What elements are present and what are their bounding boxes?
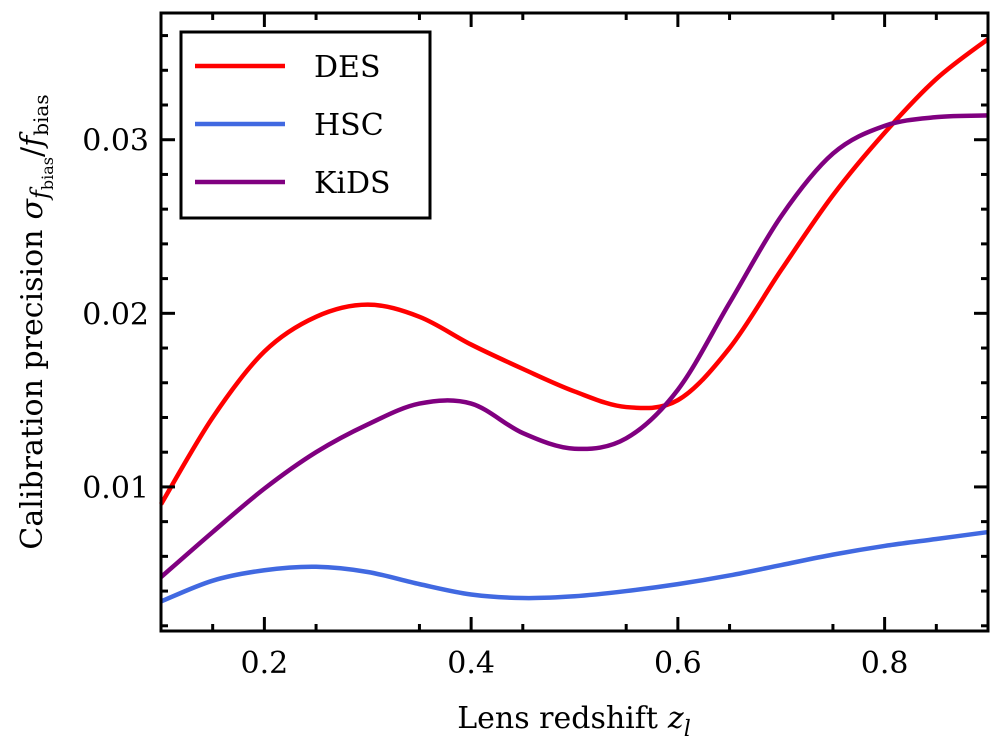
- legend-label-des: DES: [314, 50, 381, 85]
- y-tick-labels: 0.01 0.02 0.03: [82, 124, 149, 506]
- series-line-hsc: [160, 529, 989, 604]
- y-axis-sigma: σ: [15, 197, 50, 219]
- y-axis-divider: /: [15, 146, 50, 157]
- y-axis-title-text: Calibration precision: [15, 229, 50, 549]
- legend-label-hsc: HSC: [314, 108, 384, 143]
- y-axis-title: Calibration precisionσfbias/fbias: [15, 94, 57, 549]
- series-line-des: [159, 37, 990, 506]
- plot-frame: [159, 11, 990, 633]
- y-axis-sub1: bias: [38, 157, 57, 190]
- x-axis-symbol: z: [667, 701, 684, 736]
- y-tick-label: 0.01: [82, 471, 149, 506]
- y-tick-label: 0.02: [82, 297, 149, 332]
- series-line-kids: [159, 113, 989, 579]
- legend: DES HSC KiDS: [179, 30, 432, 220]
- x-tick-label: 0.2: [241, 646, 289, 681]
- x-tick-label: 0.6: [654, 646, 702, 681]
- series-layer: [159, 37, 990, 604]
- x-tick-label: 0.8: [861, 646, 909, 681]
- x-axis-title-text: Lens redshift: [457, 701, 658, 736]
- x-tick-labels: 0.2 0.4 0.6 0.8: [241, 646, 909, 681]
- x-axis-title: Lens redshift zl: [457, 701, 691, 742]
- x-axis-subscript: l: [684, 717, 691, 742]
- y-tick-label: 0.03: [82, 124, 149, 159]
- legend-label-kids: KiDS: [314, 166, 391, 201]
- x-tick-label: 0.4: [447, 646, 495, 681]
- y-axis-sub2: bias: [29, 94, 53, 135]
